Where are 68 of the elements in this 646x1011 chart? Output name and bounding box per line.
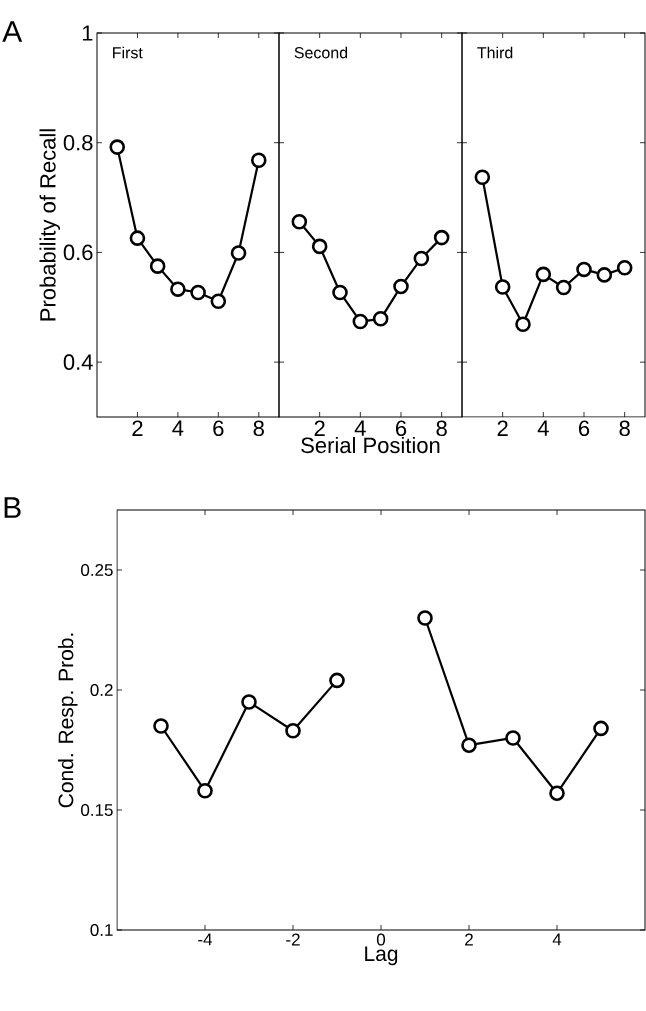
- y-tick-label: 0.25: [81, 563, 113, 577]
- point: [461, 737, 477, 753]
- x-axis-title: Serial Position: [301, 436, 440, 454]
- point: [149, 258, 166, 274]
- point: [372, 311, 389, 327]
- x-tick-label: 2: [314, 420, 325, 436]
- point: [474, 169, 491, 186]
- x-tick-label: 4: [552, 933, 562, 946]
- point: [549, 785, 565, 801]
- point: [535, 266, 552, 283]
- x-tick-label: 6: [578, 420, 590, 437]
- point: [413, 250, 430, 267]
- point: [494, 279, 511, 295]
- y-tick-label: 0.4: [63, 354, 93, 370]
- point: [352, 313, 369, 330]
- x-tick-label: 6: [213, 420, 224, 437]
- y-tick-label: 0.15: [81, 803, 113, 817]
- x-tick-label: 6: [395, 420, 407, 437]
- point: [129, 230, 146, 246]
- point: [210, 293, 227, 310]
- point: [285, 723, 301, 739]
- y-axis-title: Cond. Resp. Prob.: [57, 633, 78, 808]
- point: [153, 718, 169, 734]
- point: [170, 281, 186, 297]
- x-tick-label: 4: [354, 420, 366, 436]
- y-tick-label: 0.8: [63, 134, 93, 151]
- text: Second: [294, 46, 348, 59]
- y-tick-label: 1: [82, 25, 93, 41]
- point: [505, 730, 521, 746]
- point: [241, 694, 257, 710]
- point: [616, 259, 633, 276]
- x-tick-label: 4: [537, 420, 549, 436]
- point: [515, 316, 531, 333]
- x-tick-label: 4: [172, 420, 184, 436]
- point: [197, 782, 213, 799]
- text: First: [113, 46, 143, 59]
- y-tick-label: 0.6: [63, 244, 93, 261]
- x-tick-label: -4: [198, 933, 213, 946]
- point: [109, 139, 126, 155]
- x-tick-label: 2: [497, 420, 508, 436]
- x-tick-label: 8: [619, 420, 630, 437]
- x-axis-title: Lag: [365, 946, 398, 966]
- point: [555, 279, 572, 296]
- x-tick-label: 2: [465, 933, 473, 946]
- text: A: [2, 21, 23, 42]
- point: [433, 229, 450, 246]
- point: [230, 245, 247, 261]
- x-tick-label: 8: [436, 420, 447, 437]
- point: [417, 610, 433, 626]
- text: Third: [477, 46, 513, 59]
- point: [291, 213, 308, 230]
- point: [576, 261, 592, 278]
- point: [311, 238, 328, 255]
- point: [250, 152, 267, 169]
- x-tick-label: 8: [253, 420, 264, 437]
- point: [329, 672, 345, 689]
- y-axis-title: Probability of Recall: [39, 129, 61, 321]
- point: [596, 267, 613, 283]
- point: [332, 284, 348, 301]
- x-tick-label: 2: [132, 420, 143, 436]
- point: [593, 720, 609, 737]
- y-tick-label: 0.2: [90, 683, 113, 697]
- x-tick-label: -2: [286, 933, 300, 946]
- x-tick-label: 0: [376, 933, 386, 946]
- text: B: [4, 497, 21, 518]
- y-tick-label: 0.1: [90, 923, 113, 937]
- point: [393, 278, 409, 295]
- point: [190, 284, 206, 301]
